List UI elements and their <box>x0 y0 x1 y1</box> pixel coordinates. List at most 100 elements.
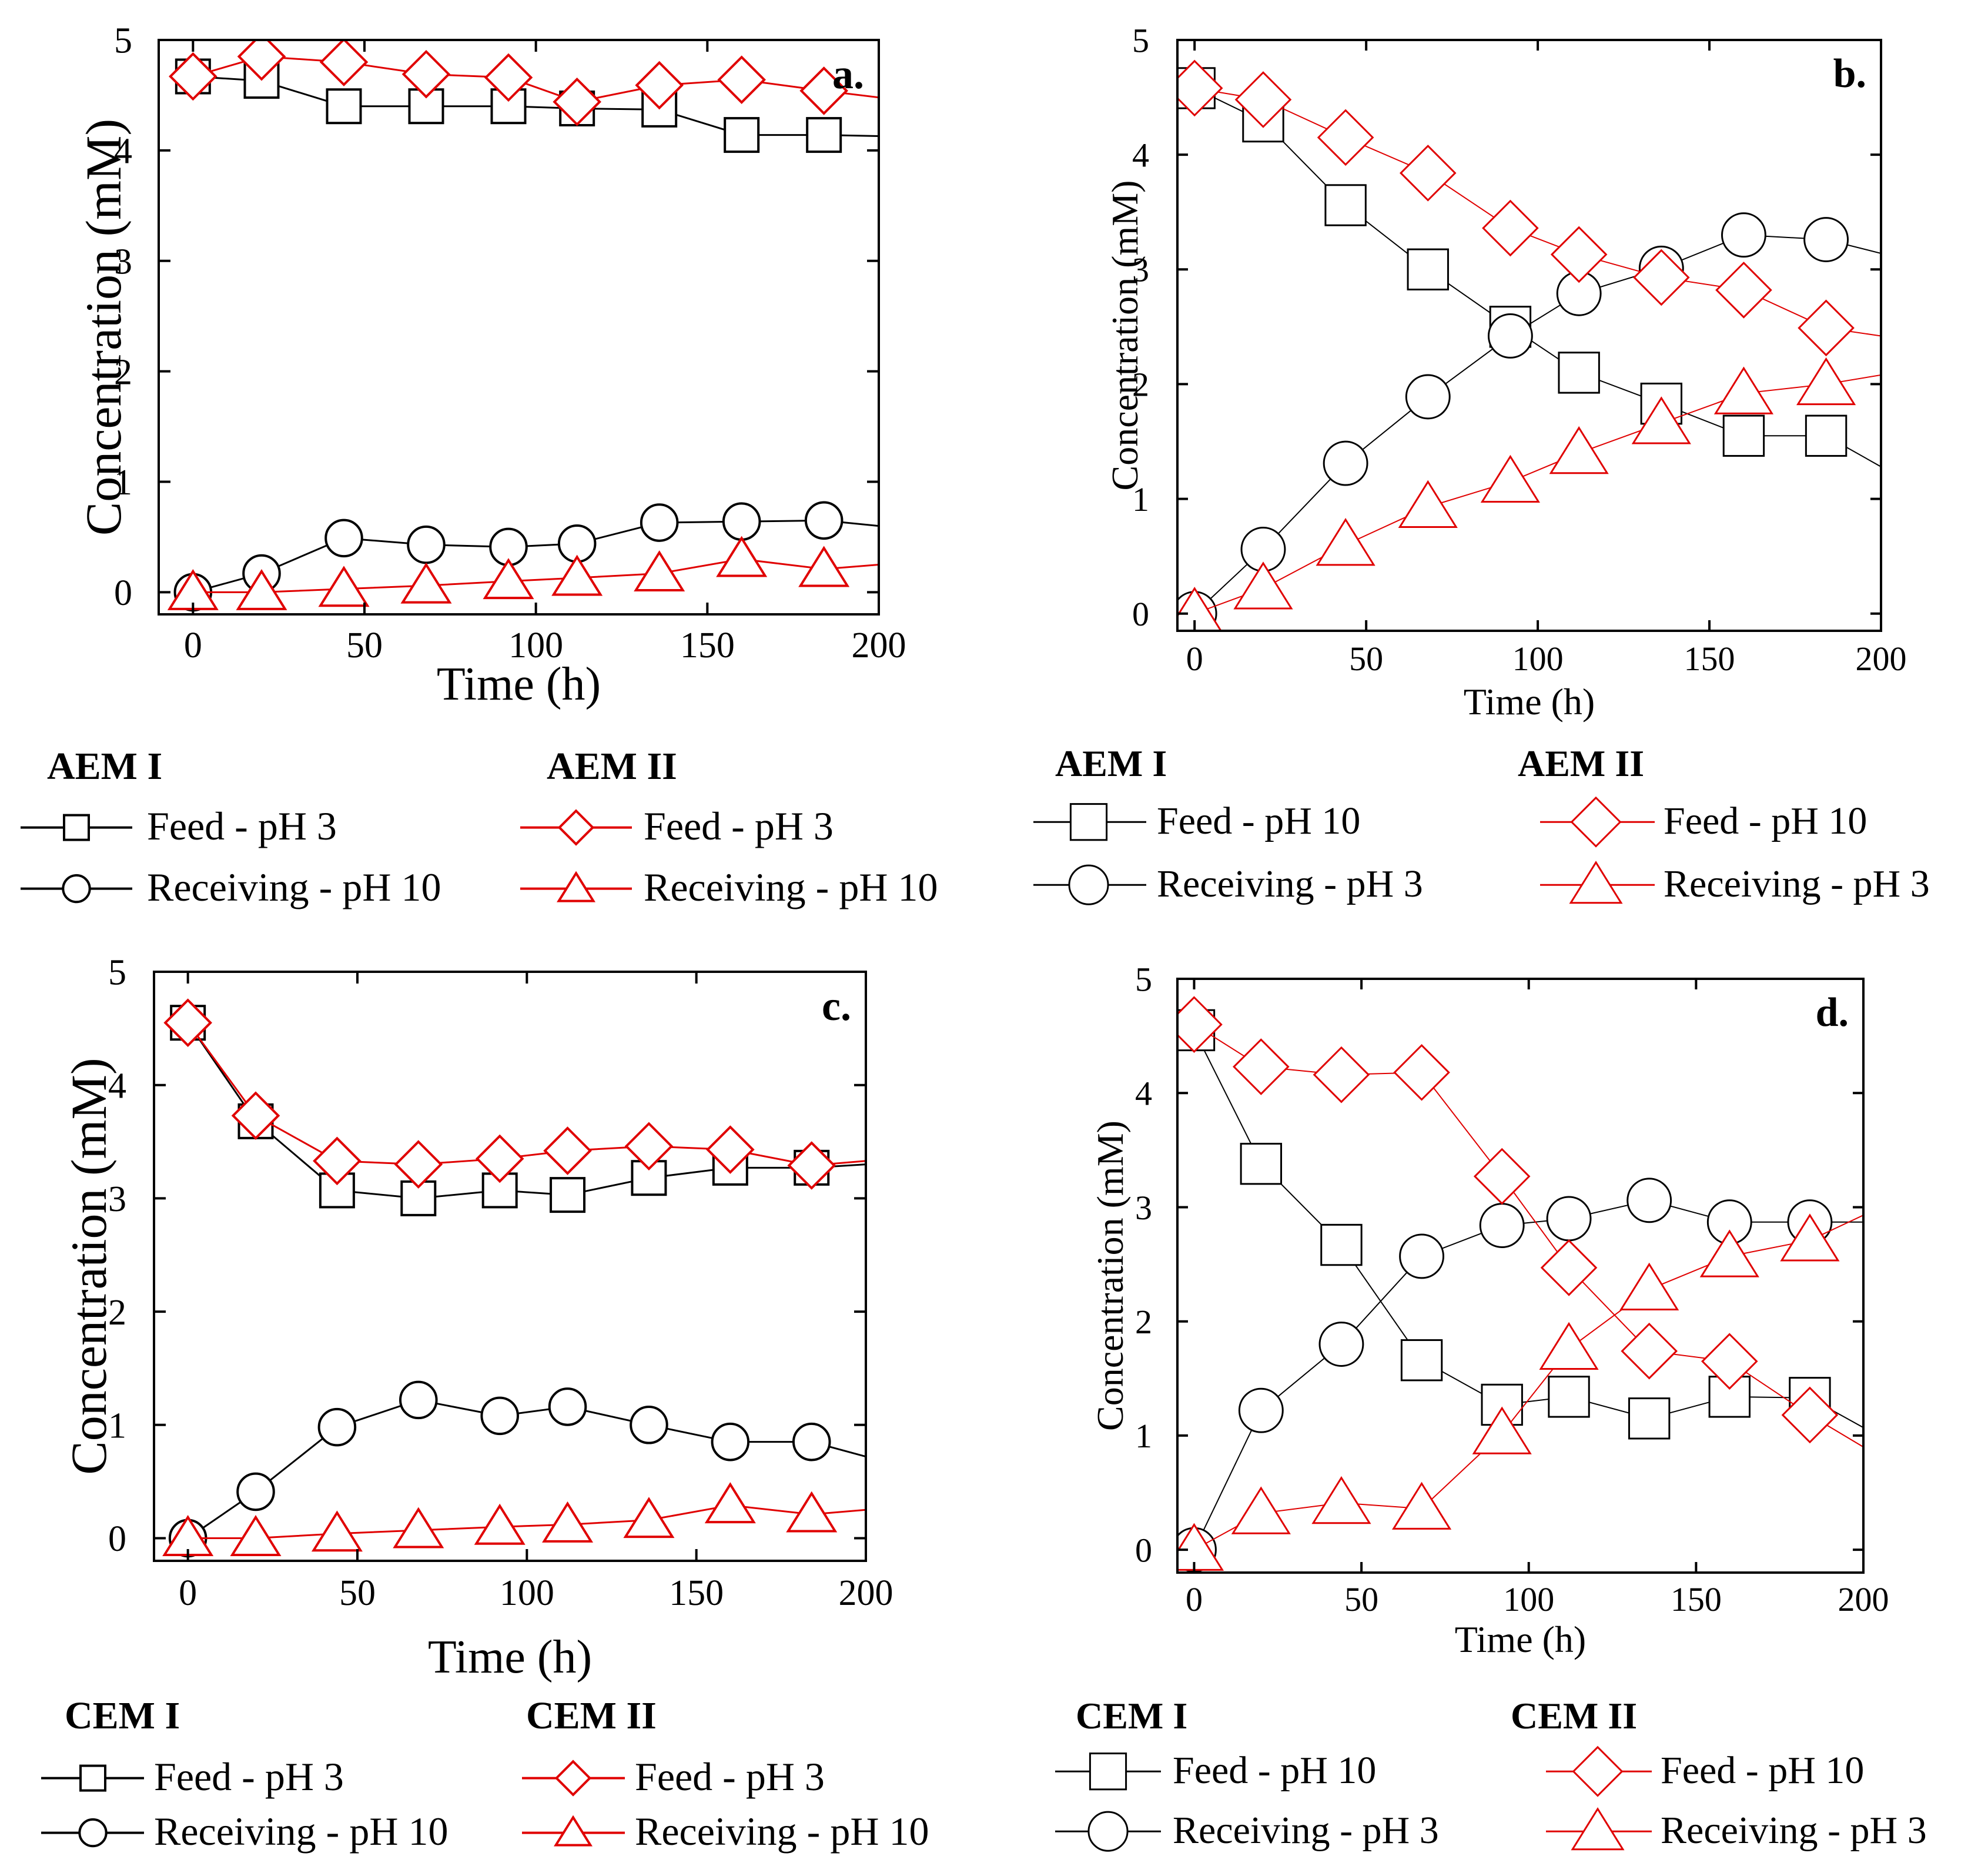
series-line-circle <box>1194 234 1881 614</box>
x-tick-label: 150 <box>669 1573 724 1613</box>
y-tick-label: 1 <box>114 463 132 503</box>
data-point-triangle <box>1233 561 1293 610</box>
data-point-square <box>806 117 842 153</box>
data-point-triangle <box>623 1497 675 1538</box>
data-point-triangle <box>704 1482 756 1524</box>
plot-area <box>1177 996 1863 1573</box>
data-point-diamond <box>1233 1038 1290 1095</box>
y-axis-label: Concentration (mM) <box>75 119 132 536</box>
legend-marker-triangle <box>1569 861 1623 904</box>
x-tick-label: 50 <box>346 626 383 665</box>
x-tick-label: 0 <box>184 626 202 665</box>
x-axis-label: Time (h) <box>428 1631 592 1683</box>
data-point-circle <box>324 519 363 558</box>
x-tick-label: 50 <box>1349 640 1383 678</box>
data-point-diamond <box>1633 249 1690 306</box>
data-point-square <box>1628 1397 1671 1440</box>
legend-group-title: CEM II <box>526 1694 657 1737</box>
data-point-triangle <box>716 536 768 577</box>
y-tick-label: 2 <box>1135 1303 1152 1341</box>
data-point-circle <box>722 502 761 541</box>
legend-marker-diamond <box>557 809 595 846</box>
data-point-circle <box>407 525 446 564</box>
y-tick-label: 4 <box>1135 1075 1152 1113</box>
data-point-circle <box>548 1387 587 1426</box>
data-point-circle <box>1803 217 1849 262</box>
data-point-triangle <box>1177 587 1222 631</box>
data-point-diamond <box>1317 109 1374 166</box>
data-point-triangle <box>1231 1486 1291 1534</box>
data-point-triangle <box>1780 1213 1840 1262</box>
data-point-diamond <box>1234 71 1292 128</box>
y-tick-label: 2 <box>1132 366 1149 404</box>
x-tick-label: 200 <box>1856 640 1907 678</box>
x-tick-label: 50 <box>1344 1580 1378 1618</box>
legend-group-title: AEM II <box>547 745 677 788</box>
data-point-square <box>1400 1339 1443 1382</box>
legend-marker-circle <box>1068 864 1109 905</box>
data-point-diamond <box>169 52 217 101</box>
panel-letter: d. <box>1816 990 1849 1035</box>
y-tick-label: 5 <box>108 953 126 993</box>
data-point-triangle <box>400 562 452 604</box>
data-point-diamond <box>163 998 212 1048</box>
data-point-diamond <box>1701 1333 1758 1390</box>
data-point-diamond <box>1550 226 1608 283</box>
data-point-square <box>1722 414 1765 457</box>
data-point-diamond <box>313 1136 362 1186</box>
data-point-triangle <box>1539 1322 1599 1370</box>
data-point-triangle <box>1796 357 1856 406</box>
data-point-circle <box>1479 1203 1525 1248</box>
y-tick-label: 3 <box>114 242 132 282</box>
data-point-diamond <box>553 77 601 126</box>
data-point-square <box>1805 414 1848 457</box>
data-point-circle <box>1487 313 1533 359</box>
data-point-circle <box>711 1422 750 1461</box>
y-tick-label: 2 <box>114 352 132 392</box>
legend: CEM I Feed - pH 10 Receiving - pH 3 CEM II F… <box>1055 1695 1927 1852</box>
panel-letter: c. <box>822 982 851 1029</box>
series-line-triangle <box>1193 1215 1863 1551</box>
data-point-triangle <box>1480 454 1540 503</box>
data-point-triangle <box>1619 1262 1679 1311</box>
x-tick-label: 100 <box>1503 1580 1554 1618</box>
data-point-triangle <box>318 566 370 607</box>
legend-marker-diamond <box>554 1760 592 1797</box>
data-point-diamond <box>1621 1322 1678 1380</box>
legend-label: Feed - pH 3 <box>154 1754 344 1799</box>
data-point-triangle <box>1391 1481 1452 1530</box>
plot-frame <box>1176 39 1882 632</box>
data-point-square <box>1407 248 1449 290</box>
data-point-diamond <box>1177 996 1223 1053</box>
series-line-diamond <box>1193 1024 1863 1448</box>
data-point-circle <box>480 1396 519 1436</box>
x-tick-label: 0 <box>179 1573 197 1613</box>
legend: AEM I Feed - pH 3 Receiving - pH 10 AEM II F… <box>21 745 938 909</box>
data-point-diamond <box>543 1126 592 1175</box>
legend-label: Receiving - pH 3 <box>1661 1809 1927 1852</box>
legend-label: Receiving - pH 10 <box>635 1809 929 1854</box>
legend-label: Receiving - pH 3 <box>1173 1809 1439 1852</box>
legend: AEM I Feed - pH 10 Receiving - pH 3 AEM II F… <box>1033 742 1930 905</box>
data-point-triangle <box>1311 1476 1371 1524</box>
y-axis-label: Concentration (mM) <box>1089 1121 1131 1431</box>
data-point-diamond <box>1177 59 1223 117</box>
plot-frame <box>1176 978 1865 1574</box>
legend-group-title: AEM II <box>1518 742 1644 784</box>
legend-label: Receiving - pH 10 <box>644 865 938 909</box>
y-tick-label: 0 <box>114 573 132 613</box>
data-point-diamond <box>1781 1386 1839 1444</box>
data-point-circle <box>640 503 679 542</box>
x-axis-label: Time (h) <box>1455 1618 1586 1660</box>
legend-marker-circle <box>1087 1811 1129 1852</box>
data-point-square <box>1240 1142 1283 1185</box>
legend-group-title: AEM I <box>1055 742 1167 784</box>
series-line-diamond <box>192 55 879 103</box>
data-point-diamond <box>624 1122 674 1171</box>
data-point-diamond <box>1313 1046 1370 1103</box>
series-line-square <box>1194 88 1881 467</box>
data-point-square <box>1548 1376 1590 1418</box>
legend-marker-triangle <box>553 1815 593 1847</box>
x-tick-label: 200 <box>852 626 906 665</box>
